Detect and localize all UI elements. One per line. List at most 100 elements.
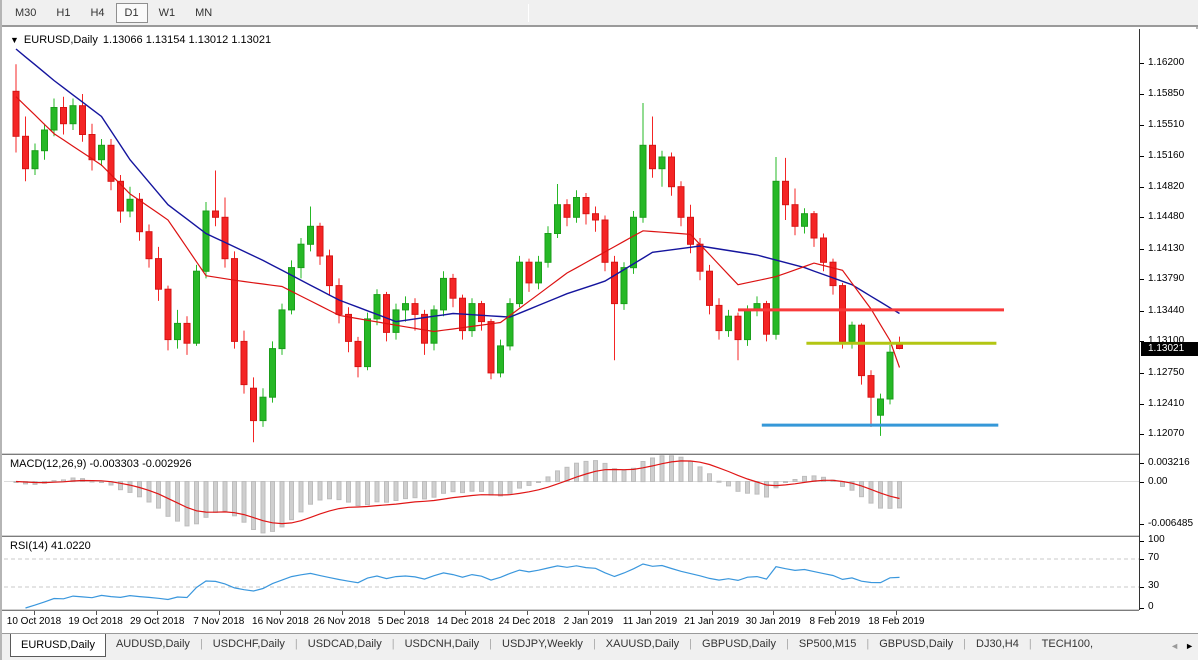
candle-body xyxy=(478,303,485,323)
tab-separator: | xyxy=(294,638,298,650)
macd-histogram-bar xyxy=(868,481,874,504)
price-axis-tick xyxy=(1140,310,1144,312)
price-axis-label: 1.15510 xyxy=(1148,118,1185,130)
candle-body xyxy=(563,204,571,218)
macd-histogram-bar xyxy=(631,467,636,482)
tab-sp500-m15[interactable]: SP500,M15 xyxy=(798,638,857,650)
tab-tech100[interactable]: TECH100, xyxy=(1041,638,1094,650)
candle-body xyxy=(487,321,495,374)
candle-body xyxy=(60,107,67,125)
timeframe-button-h4[interactable]: H4 xyxy=(90,6,105,19)
timeframe-button-h1[interactable]: H1 xyxy=(56,6,71,19)
candle-body xyxy=(839,285,846,342)
tab-xauusd-daily[interactable]: XAUUSD,Daily xyxy=(605,638,680,650)
tab-gbpusd-daily[interactable]: GBPUSD,Daily xyxy=(702,638,776,650)
macd-histogram-bar xyxy=(127,481,133,493)
tab-scroll-controls: ◄ ► xyxy=(1166,634,1198,658)
candle-body xyxy=(763,303,770,335)
macd-histogram-bar xyxy=(279,481,285,528)
panel-divider[interactable] xyxy=(2,453,1139,455)
candle-body xyxy=(326,255,333,287)
candle-body xyxy=(468,303,476,332)
macd-histogram-bar xyxy=(697,466,703,483)
macd-chart[interactable] xyxy=(4,455,1139,535)
candlestick-chart[interactable] xyxy=(4,31,1139,453)
macd-values: -0.003303 -0.002926 xyxy=(89,458,192,470)
price-chart-panel[interactable]: ▼ EURUSD,Daily 1.13066 1.13154 1.13012 1… xyxy=(4,31,1139,453)
tab-eurusd-daily[interactable]: EURUSD,Daily xyxy=(10,634,106,657)
symbol-dropdown-icon[interactable]: ▼ xyxy=(10,35,19,45)
timeframe-button-d1[interactable]: D1 xyxy=(115,2,148,23)
tab-dj30-h4[interactable]: DJ30,H4 xyxy=(976,638,1019,650)
chart-symbol-label: EURUSD,Daily xyxy=(23,34,98,46)
candle-body xyxy=(297,243,305,269)
timeframe-button-mn[interactable]: MN xyxy=(195,6,213,19)
tab-scroll-right-icon[interactable]: ► xyxy=(1185,641,1194,651)
price-axis[interactable]: 1.13021 1.16200 1.15850 1.15510 1.15160 1.14… xyxy=(1139,29,1198,612)
macd-histogram-bar xyxy=(412,481,418,499)
macd-histogram-bar xyxy=(859,481,864,498)
candle-body xyxy=(715,304,723,332)
macd-histogram-bar xyxy=(735,481,741,492)
candle-body xyxy=(772,180,780,335)
macd-histogram-bar xyxy=(754,481,760,495)
date-axis-tick xyxy=(95,611,97,615)
date-axis-tick xyxy=(896,611,898,615)
rsi-chart[interactable] xyxy=(4,537,1139,609)
tab-separator: | xyxy=(866,638,870,650)
price-axis-label: 1.12750 xyxy=(1148,366,1185,378)
candle-body xyxy=(611,261,618,305)
date-axis-tick xyxy=(711,611,713,615)
tab-gbpusd-daily[interactable]: GBPUSD,Daily xyxy=(879,638,954,650)
candle-body xyxy=(107,144,115,182)
candle-body xyxy=(50,107,58,131)
candle-body xyxy=(449,277,457,299)
date-axis-label: 10 Oct 2018 xyxy=(6,616,62,627)
macd-signal-line xyxy=(15,460,900,525)
tab-usdcnh-daily[interactable]: USDCNH,Daily xyxy=(404,638,480,650)
macd-histogram-bar xyxy=(213,481,218,513)
tab-separator: | xyxy=(785,638,789,650)
macd-histogram-bar xyxy=(241,481,247,523)
macd-histogram-bar xyxy=(441,481,446,494)
symbol-tab-bar: EURUSD,Daily AUDUSD,Daily | USDCHF,Daily | US… xyxy=(2,633,1198,660)
price-axis-label: 1.12070 xyxy=(1148,428,1185,440)
chart-window: ▼ EURUSD,Daily 1.13066 1.13154 1.13012 1… xyxy=(2,29,1198,633)
date-axis-label: 8 Feb 2019 xyxy=(809,616,861,627)
timeframe-button-w1[interactable]: W1 xyxy=(158,6,176,19)
candle-body xyxy=(164,288,172,341)
macd-histogram-bar xyxy=(574,462,579,482)
chart-title: ▼ EURUSD,Daily 1.13066 1.13154 1.13012 1… xyxy=(10,34,271,46)
candle-body xyxy=(278,309,286,350)
tab-usdjpy-weekly[interactable]: USDJPY,Weekly xyxy=(502,638,583,650)
tab-scroll-left-icon[interactable]: ◄ xyxy=(1170,641,1180,651)
tab-usdcad-daily[interactable]: USDCAD,Daily xyxy=(307,638,382,650)
candle-body xyxy=(620,267,628,305)
macd-histogram-bar xyxy=(146,481,152,503)
timeframe-button-m30[interactable]: M30 xyxy=(15,6,37,19)
tab-audusd-daily[interactable]: AUDUSD,Daily xyxy=(115,638,190,650)
date-axis-tick xyxy=(218,611,220,615)
macd-histogram-bar xyxy=(640,461,646,483)
tab-usdchf-daily[interactable]: USDCHF,Daily xyxy=(212,638,285,650)
candle-body xyxy=(383,294,390,333)
panel-divider[interactable] xyxy=(2,535,1139,537)
candle-body xyxy=(79,105,86,135)
timeframe-toolbar: M30 H1 H4 D1 W1 MN xyxy=(2,0,1198,27)
date-axis[interactable]: 10 Oct 2018 19 Oct 2018 29 Oct 2018 7 Nov 2… xyxy=(4,611,1198,633)
date-axis-tick xyxy=(34,611,35,615)
tab-separator: | xyxy=(489,638,493,650)
macd-histogram-bar xyxy=(393,481,399,501)
candle-body xyxy=(117,180,124,212)
candle-body xyxy=(155,258,162,290)
macd-histogram-bar xyxy=(726,481,731,487)
date-axis-label: 16 Nov 2018 xyxy=(252,616,309,627)
rsi-panel[interactable]: RSI(14) 41.0220 xyxy=(4,537,1139,609)
candle-body xyxy=(582,197,590,215)
candle-body xyxy=(744,309,751,341)
tab-separator: | xyxy=(1028,638,1032,650)
candle-body xyxy=(782,180,789,206)
toolbar-separator xyxy=(528,3,530,22)
macd-panel[interactable]: MACD(12,26,9) -0.003303 -0.002926 xyxy=(4,455,1139,535)
